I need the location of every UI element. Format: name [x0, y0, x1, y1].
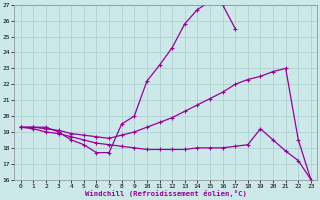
- X-axis label: Windchill (Refroidissement éolien,°C): Windchill (Refroidissement éolien,°C): [85, 190, 247, 197]
